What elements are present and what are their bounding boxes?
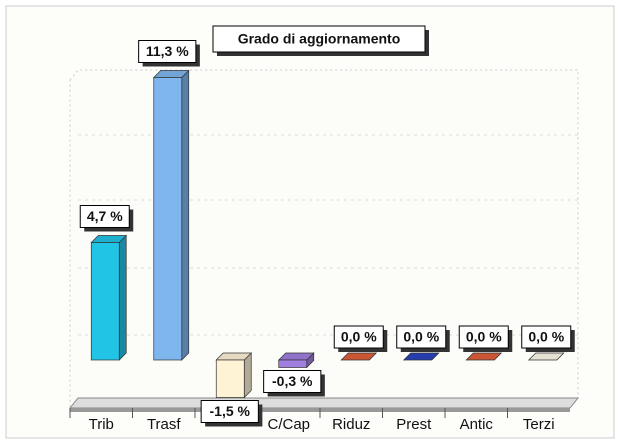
bar-front (153, 77, 183, 361)
bar-top (527, 352, 565, 361)
bar-front (215, 359, 245, 398)
value-label-box (138, 40, 197, 63)
value-label: 0,0 % (341, 329, 377, 345)
value-label: 11,3 % (146, 43, 189, 59)
bar (215, 352, 253, 399)
chart-title: Grado di aggiornamento (238, 31, 401, 47)
title-box (212, 25, 426, 53)
bar-side (181, 69, 190, 361)
value-label-box (200, 400, 259, 423)
bar-front (278, 359, 308, 368)
value-label-box (396, 325, 447, 349)
value-label: 0,0 % (403, 329, 439, 345)
bar (402, 352, 440, 361)
value-label-box (521, 325, 572, 349)
value-label: 0,0 % (466, 329, 502, 345)
value-label: -1,5 % (210, 403, 251, 419)
bar-top (465, 352, 503, 361)
value-label-box (458, 325, 509, 349)
back-wall (69, 69, 579, 409)
bar-side (118, 234, 127, 361)
value-label-box (263, 370, 322, 393)
bar (527, 352, 565, 361)
bar-side (243, 352, 252, 399)
x-tick-label: C/Cap (267, 416, 310, 433)
bar-top (340, 352, 378, 361)
value-label: 4,7 % (87, 208, 123, 224)
x-tick-label: Trasf (147, 416, 181, 433)
bar (90, 234, 128, 361)
bar-front (90, 242, 120, 361)
floor (68, 397, 580, 409)
value-label: -0,3 % (272, 373, 313, 389)
x-tick-label: Riduz (332, 416, 370, 433)
bar-top (402, 352, 440, 361)
value-label: 0,0 % (528, 329, 564, 345)
value-label-box (333, 325, 384, 349)
bar (340, 352, 378, 361)
bar (465, 352, 503, 361)
bar (277, 352, 315, 369)
value-label-box (79, 205, 130, 228)
bar (152, 69, 190, 361)
x-tick-label: Prest (396, 416, 432, 433)
x-tick-label: Trib (89, 416, 114, 433)
x-tick-label: Terzi (523, 416, 555, 433)
x-tick-label: Antic (460, 416, 494, 433)
